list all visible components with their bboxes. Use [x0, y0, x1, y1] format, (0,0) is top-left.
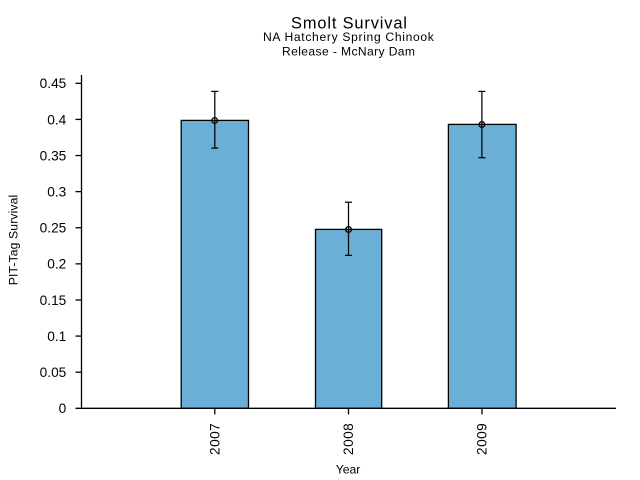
svg-text:0.15: 0.15 [40, 293, 67, 308]
svg-text:0.45: 0.45 [40, 76, 67, 91]
svg-text:2007: 2007 [207, 423, 222, 455]
svg-text:Year: Year [336, 463, 361, 477]
svg-text:0.2: 0.2 [47, 257, 66, 272]
svg-text:2009: 2009 [475, 423, 490, 455]
svg-text:2008: 2008 [341, 423, 356, 455]
svg-text:Release - McNary Dam: Release - McNary Dam [282, 44, 415, 58]
svg-text:0.35: 0.35 [40, 148, 67, 163]
svg-text:Smolt Survival: Smolt Survival [291, 14, 407, 32]
svg-text:0.3: 0.3 [47, 185, 66, 200]
svg-text:0.1: 0.1 [47, 329, 66, 344]
svg-text:0.4: 0.4 [47, 112, 66, 127]
svg-text:0.05: 0.05 [40, 365, 67, 380]
svg-text:PIT-Tag Survival: PIT-Tag Survival [7, 195, 21, 286]
svg-text:NA Hatchery Spring Chinook: NA Hatchery Spring Chinook [263, 30, 435, 44]
svg-text:0: 0 [59, 401, 67, 416]
svg-text:0.25: 0.25 [40, 221, 67, 236]
